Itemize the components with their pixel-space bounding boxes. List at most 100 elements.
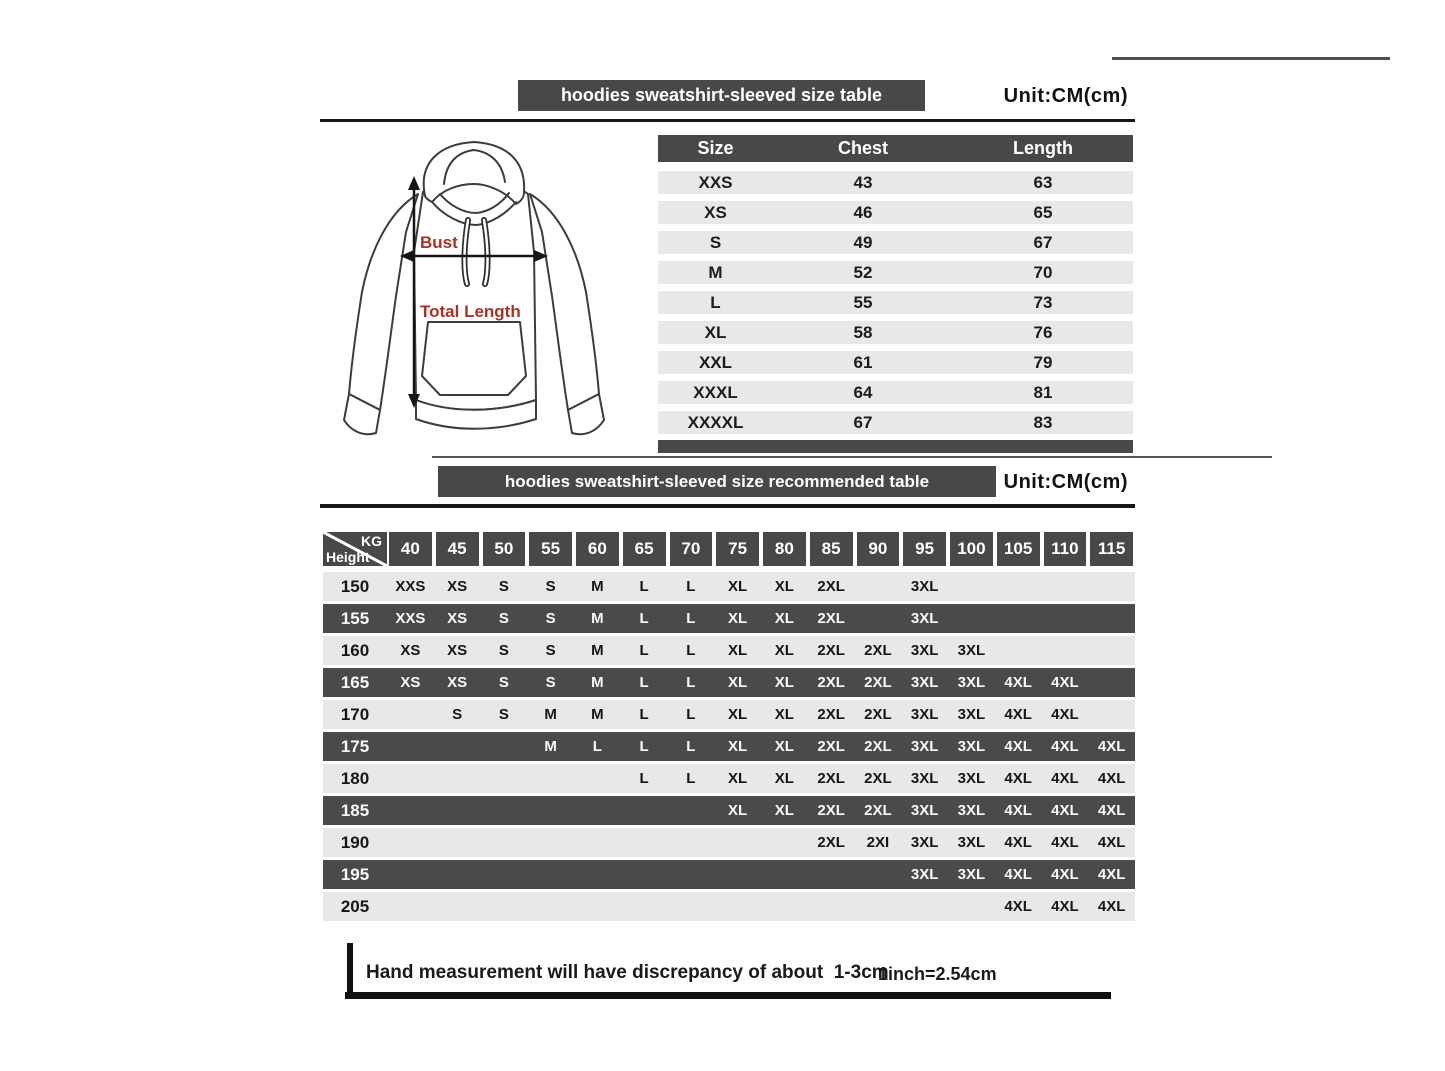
- height-row-label: 190: [340, 832, 370, 852]
- chest-cell: 61: [853, 352, 873, 372]
- length-cell: 63: [1033, 172, 1053, 192]
- diagonal-divider: [323, 532, 387, 566]
- weight-header-cell: 55: [529, 532, 572, 566]
- height-row-label: 150: [340, 576, 370, 596]
- size-cell: XXL: [698, 352, 733, 372]
- recommended-size-cell: M: [591, 578, 604, 595]
- recommended-size-cell: 2XL: [817, 738, 845, 755]
- recommended-size-cell: L: [639, 642, 649, 659]
- divider-rule-2: [320, 504, 1135, 508]
- unit-label-1: Unit:CM(cm): [1003, 85, 1128, 107]
- recommended-size-cell: 3XL: [957, 706, 986, 723]
- recommended-size-cell: XXS: [395, 578, 426, 595]
- recommended-size-cell: 2XL: [817, 642, 845, 659]
- chest-cell: 58: [853, 322, 873, 342]
- weight-header-cell: 110: [1043, 532, 1087, 566]
- recommended-size-cell: L: [639, 578, 649, 595]
- recommended-size-cell: XL: [728, 610, 748, 627]
- weight-header-cell: 100: [950, 532, 993, 566]
- corner-cell: KG Height: [323, 532, 387, 566]
- recommended-size-cell: 4XL: [1051, 738, 1079, 755]
- size-table-row: XXS 43 63: [658, 171, 1133, 194]
- hood-collar-inner: [439, 192, 510, 214]
- recommended-size-cell: 4XL: [1051, 898, 1079, 915]
- recommended-size-cell: S: [545, 610, 556, 627]
- recommended-size-cell: 4XL: [1097, 834, 1126, 851]
- recommended-size-cell: 4XL: [1004, 706, 1032, 723]
- chest-cell: 64: [853, 382, 873, 402]
- left-cuff: [343, 393, 381, 436]
- recommended-size-cell: XL: [728, 578, 748, 595]
- hem-band: [415, 399, 537, 430]
- recommended-size-cell: XS: [400, 642, 421, 659]
- recommended-size-cell: 4XL: [1004, 834, 1032, 851]
- size-cell: S: [709, 232, 722, 252]
- recommended-size-cell: XL: [774, 578, 794, 595]
- recommended-size-cell: L: [639, 770, 649, 787]
- total-length-label: Total Length: [420, 302, 521, 321]
- decorative-top-line: [1112, 57, 1390, 60]
- divider-rule-1: [320, 119, 1135, 122]
- recommended-size-cell: 2XL: [864, 738, 892, 755]
- size-cell: XXXL: [693, 382, 738, 402]
- weight-header-cell: 85: [809, 532, 853, 566]
- size-table-row: XL 58 76: [658, 321, 1133, 344]
- recommended-table-row: 175 M L L L XL XL 2XL 2XL 3XL 3XL 4XL 4XL 4XL: [323, 732, 1135, 761]
- size-table-row: XXL 61 79: [658, 351, 1133, 374]
- weight-header-cell: 60: [576, 532, 619, 566]
- recommended-size-cell: 3XL: [957, 866, 986, 883]
- recommended-table-title-bar: hoodies sweatshirt-sleeved size recommen…: [438, 466, 996, 497]
- kangaroo-pocket: [421, 321, 527, 396]
- recommended-size-cell: 2XL: [817, 802, 845, 819]
- recommended-size-cell: 3XL: [910, 706, 939, 723]
- weight-header-cell: 115: [1090, 532, 1133, 566]
- length-cell: 73: [1033, 292, 1053, 312]
- footer-conversion: 1inch=2.54cm: [878, 964, 997, 984]
- recommended-size-cell: 4XL: [1097, 738, 1126, 755]
- size-table-row: L 55 73: [658, 291, 1133, 314]
- recommended-size-cell: L: [639, 738, 649, 755]
- recommended-size-cell: 3XL: [910, 578, 939, 595]
- right-sleeve: [529, 193, 600, 411]
- recommended-table-row: 165 XS XS S S M L L XL XL 2XL 2XL 3XL 3XL 4XL 4XL: [323, 668, 1135, 697]
- recommended-size-cell: 3XL: [910, 674, 939, 691]
- height-row-label: 165: [340, 672, 370, 692]
- weight-header-cell: 75: [716, 532, 759, 566]
- weight-header-cell: 65: [622, 532, 666, 566]
- length-cell: 67: [1033, 232, 1053, 252]
- chest-column-header: Chest: [837, 138, 888, 158]
- recommended-size-cell: 3XL: [910, 866, 939, 883]
- recommended-size-cell: 4XL: [1051, 674, 1079, 691]
- recommended-size-cell: 4XL: [1051, 834, 1079, 851]
- weight-header-cell: 80: [763, 532, 806, 566]
- recommended-size-cell: M: [591, 674, 604, 691]
- recommended-table-row: 190 2XL 2XI 3XL 3XL 4XL 4XL 4XL: [323, 828, 1135, 857]
- recommended-size-cell: S: [545, 674, 556, 691]
- height-axis-label: Height: [326, 549, 370, 565]
- recommended-size-cell: 4XL: [1051, 802, 1079, 819]
- recommended-size-cell: L: [686, 642, 696, 659]
- recommended-table-row: 180 L L XL XL 2XL 2XL 3XL 3XL 4XL 4XL 4XL: [323, 764, 1135, 793]
- recommended-size-cell: XL: [728, 706, 748, 723]
- recommended-size-cell: L: [686, 706, 696, 723]
- height-row-label: 175: [340, 736, 370, 756]
- recommended-table-title: hoodies sweatshirt-sleeved size recommen…: [504, 471, 930, 491]
- recommended-size-cell: M: [591, 610, 604, 627]
- footer-note: Hand measurement will have discrepancy o…: [366, 962, 889, 983]
- recommended-size-cell: S: [498, 578, 509, 595]
- size-table-row: XXXL 64 81: [658, 381, 1133, 404]
- recommended-size-cell: 2XL: [817, 578, 845, 595]
- recommended-size-cell: 4XL: [1051, 770, 1079, 787]
- recommended-size-cell: 3XL: [910, 642, 939, 659]
- recommended-size-cell: XL: [774, 706, 794, 723]
- recommended-size-cell: L: [686, 610, 696, 627]
- length-column-header: Length: [1013, 138, 1073, 158]
- recommended-size-cell: XL: [728, 738, 748, 755]
- recommended-size-cell: XL: [728, 770, 748, 787]
- size-cell: XXS: [698, 172, 733, 192]
- recommended-size-cell: S: [545, 642, 556, 659]
- recommended-table-row: 170 S S M M L L XL XL 2XL 2XL 3XL 3XL 4XL 4XL: [323, 700, 1135, 729]
- bust-label: Bust: [420, 233, 458, 252]
- recommended-size-cell: 4XL: [1051, 706, 1079, 723]
